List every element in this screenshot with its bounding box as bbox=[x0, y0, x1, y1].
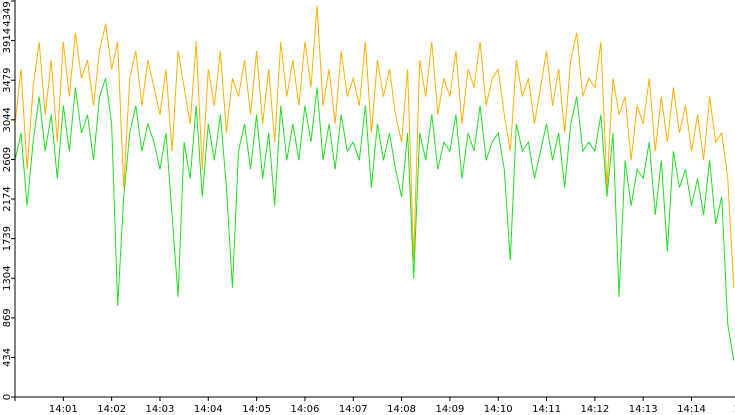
x-tick-label: 14:08 bbox=[387, 404, 416, 415]
x-tick-label: 14:09 bbox=[435, 404, 464, 415]
y-tick-label: 434 bbox=[2, 348, 13, 367]
y-tick-label: 1304 bbox=[2, 266, 13, 291]
series-line bbox=[14, 78, 735, 361]
x-tick-label: 14:01 bbox=[49, 404, 78, 415]
x-tick-label: 14:06 bbox=[291, 404, 320, 415]
y-tick-label: 869 bbox=[2, 308, 13, 327]
series-line bbox=[14, 5, 735, 288]
y-tick-label: 0 bbox=[2, 394, 13, 400]
x-tick-label: 14:07 bbox=[339, 404, 368, 415]
x-tick-label: 14:12 bbox=[580, 404, 609, 415]
y-tick-label: 3479 bbox=[2, 67, 13, 92]
x-tick-label: 14:13 bbox=[629, 404, 658, 415]
x-tick-label: 14:14 bbox=[677, 404, 706, 415]
x-tick-label: 14:05 bbox=[242, 404, 271, 415]
x-tick-label: 14:11 bbox=[532, 404, 561, 415]
x-tick-label: 14:02 bbox=[97, 404, 126, 415]
y-tick-label: 1739 bbox=[2, 226, 13, 251]
y-tick-label: 2609 bbox=[2, 147, 13, 172]
y-tick-label: 3914 bbox=[2, 28, 13, 53]
y-tick-label: 2174 bbox=[2, 186, 13, 211]
x-tick-label: 14:10 bbox=[484, 404, 513, 415]
y-tick-label: 3044 bbox=[2, 107, 13, 132]
x-tick-label: 14 bbox=[733, 404, 735, 415]
y-tick-label: 4349 bbox=[2, 1, 13, 26]
x-tick-label: 14:03 bbox=[146, 404, 175, 415]
x-tick-label: 14:04 bbox=[194, 404, 223, 415]
